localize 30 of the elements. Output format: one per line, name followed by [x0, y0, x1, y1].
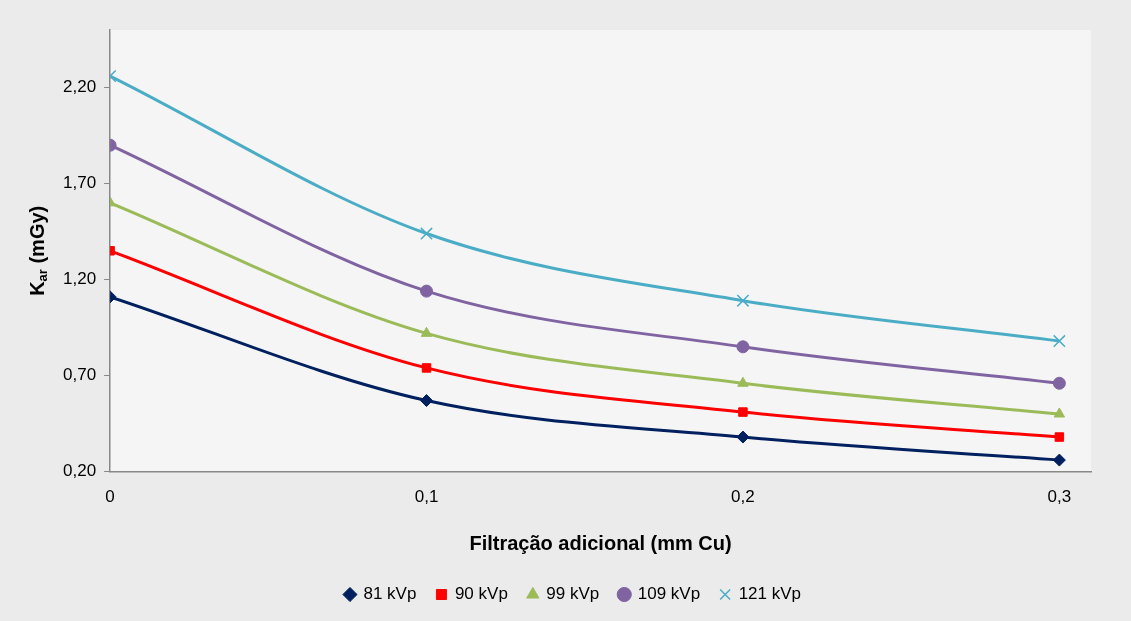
y-tick-label: 0,20 — [62, 461, 97, 481]
legend-label: 109 kVp — [637, 584, 701, 604]
point — [1052, 453, 1066, 467]
point — [1052, 334, 1066, 348]
point — [1053, 407, 1066, 418]
x-axis-title: Filtração adicional (mm Cu) — [469, 531, 732, 554]
legend-label: 81 kVp — [363, 584, 417, 604]
x-tick-label: 0 — [105, 487, 115, 507]
point — [1052, 376, 1066, 390]
point — [736, 430, 750, 444]
legend-label: 99 kVp — [546, 584, 600, 604]
point — [737, 376, 749, 387]
point — [736, 340, 750, 354]
x-tick-label: 0,1 — [414, 487, 439, 507]
y-tick-label: 0,70 — [62, 365, 97, 385]
point — [420, 284, 434, 298]
y-tick-label: 1,20 — [62, 269, 97, 289]
y-tick-label: 1,70 — [62, 173, 97, 193]
point — [738, 407, 748, 417]
point — [1054, 432, 1065, 442]
point — [736, 294, 750, 308]
x-tick-label: 0,3 — [1047, 487, 1072, 507]
legend-label: 90 kVp — [454, 584, 508, 604]
legend-label: 121 kVp — [738, 584, 802, 604]
x-tick-label: 0,2 — [731, 487, 755, 507]
y-tick-label: 2,20 — [62, 77, 97, 97]
point — [421, 363, 432, 373]
point — [420, 394, 434, 408]
point — [420, 227, 433, 240]
point — [420, 326, 433, 337]
